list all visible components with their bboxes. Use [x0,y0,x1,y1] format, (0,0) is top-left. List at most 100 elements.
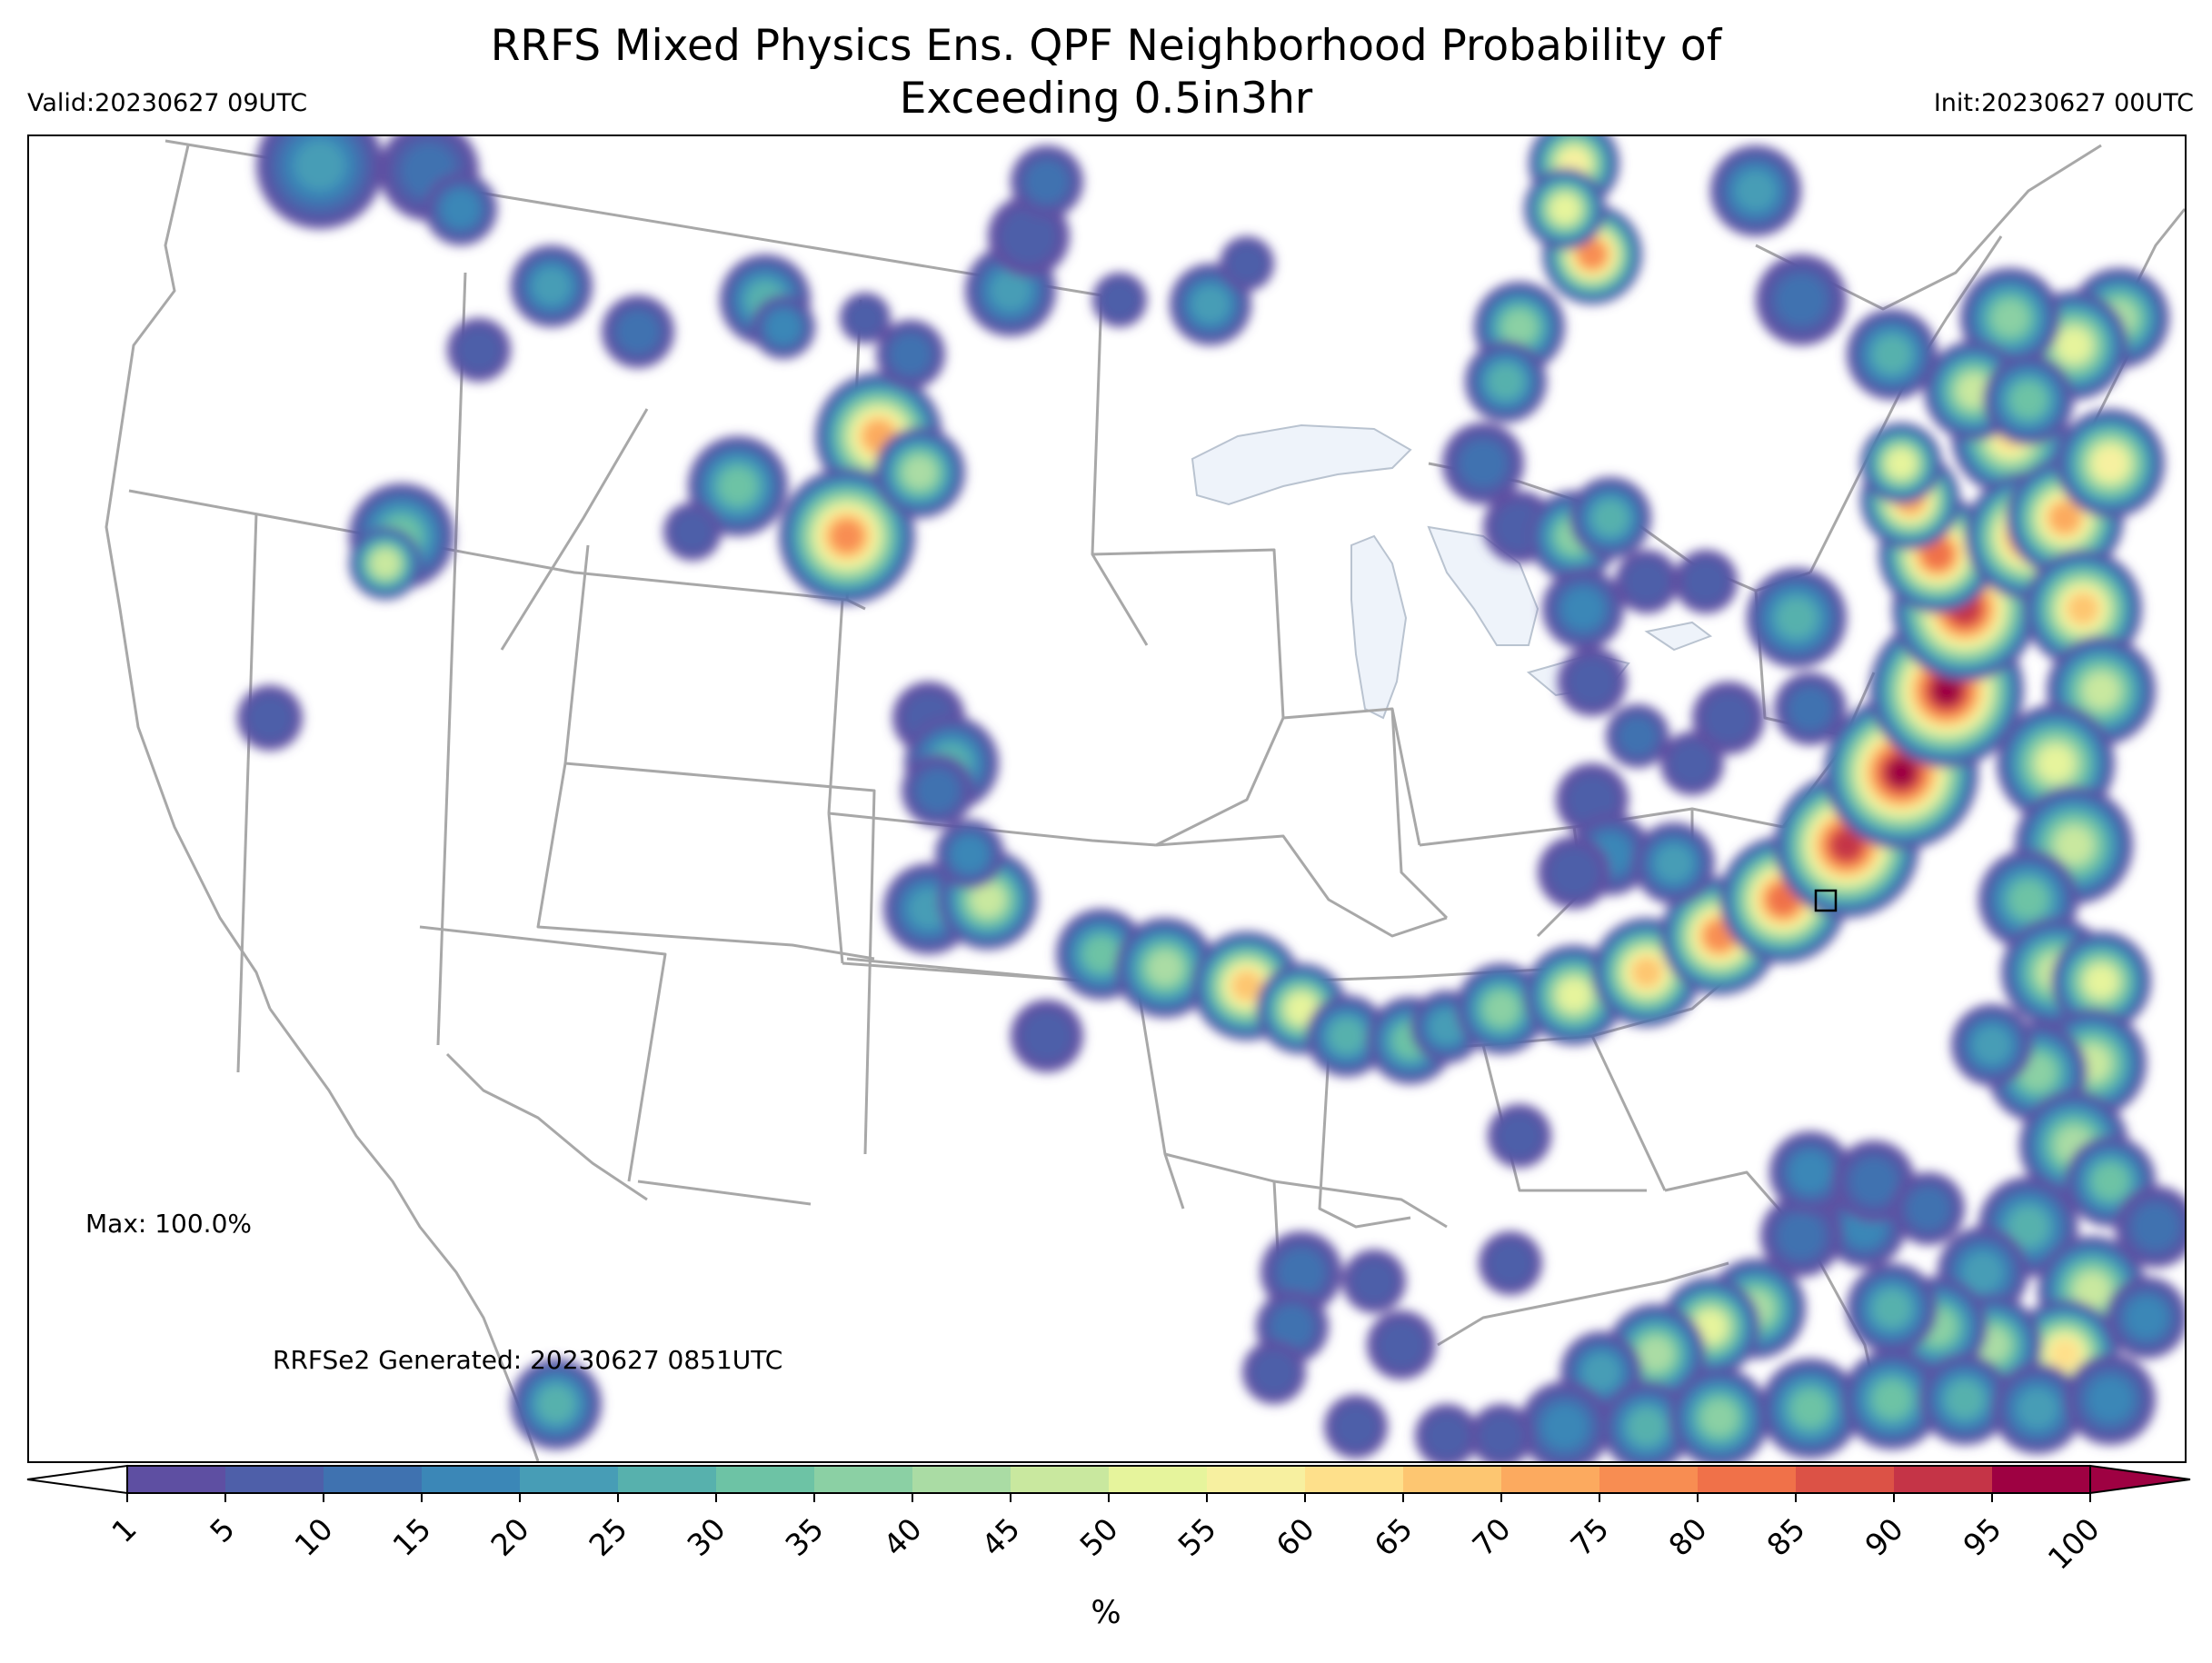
probability-contour [1887,758,1916,787]
colorbar-cell [1207,1466,1306,1493]
colorbar-extend-high [2089,1464,2191,1495]
probability-contour [1351,1259,1397,1304]
probability-contour [1789,688,1831,730]
init-time-label: Init:20230627 00UTC [1933,89,2194,117]
probability-contour [1619,717,1657,755]
probability-contour [1567,774,1618,825]
probability-contour [1568,657,1617,706]
probability-contour [295,141,344,190]
colorbar-cell [1894,1466,1993,1493]
max-value-label: Max: 100.0% [85,1209,252,1239]
probability-contour [671,510,714,553]
probability-contour [2011,882,2046,917]
probability-contour [1430,1010,1464,1044]
probability-contour [2068,594,2097,623]
probability-contour [2050,503,2079,533]
probability-contour [1583,1354,1619,1390]
probability-contour [1851,1159,1897,1204]
probability-contour [2127,1298,2167,1338]
colorbar-cell [1992,1466,2091,1493]
probability-contour [1703,1401,1736,1434]
colorbar-cell [1403,1466,1502,1493]
colorbar-cell [1305,1466,1404,1493]
map-panel: Max: 100.0% RRFSe2 Generated: 20230627 0… [27,134,2187,1463]
probability-contour [1778,599,1816,637]
location-marker [1814,889,1838,912]
probability-contour [1776,274,1827,325]
probability-contour [917,770,959,812]
probability-contour [2012,383,2045,416]
colorbar-cell [1109,1466,1208,1493]
probability-contour [2018,1389,2057,1428]
colorbar-cell [814,1466,913,1493]
probability-contour [1287,994,1316,1023]
probability-contour [2058,829,2090,861]
probability-contour [372,550,399,577]
probability-contour [1908,1188,1949,1230]
probability-contour [1924,541,1951,568]
colorbar-cell [422,1466,521,1493]
probability-contour [1958,375,1989,406]
probability-map [105,136,2185,1461]
probability-contour [1085,938,1118,971]
probability-contour [1790,1152,1830,1192]
probability-contour [2088,1378,2132,1421]
chart-title: RRFS Mixed Physics Ens. QPF Neighborhood… [490,21,1722,124]
probability-contour [972,884,1003,915]
colorbar-extend-low [26,1464,128,1495]
colorbar-cell [520,1466,619,1493]
generated-time-label: RRFSe2 Generated: 20230627 0851UTC [273,1345,783,1375]
probability-contour [1888,450,1915,477]
probability-contour [1579,241,1606,268]
probability-contour [1703,692,1754,743]
probability-contour [1874,1290,1910,1327]
colorbar-cell [1599,1466,1699,1493]
probability-contour [2050,1339,2079,1369]
probability-contour [2094,1165,2127,1198]
probability-contour [1149,951,1181,984]
probability-contour [766,310,801,344]
probability-contour [1559,981,1589,1010]
probability-contour [538,1386,574,1422]
probability-contour [2087,967,2116,996]
colorbar-cell [324,1466,423,1493]
probability-contour [1793,1391,1828,1426]
probability-contour [1330,1019,1364,1053]
probability-contour [1026,161,1068,203]
probability-contour [1503,311,1536,344]
probability-contour [1460,441,1506,486]
probability-contour [832,522,862,551]
probability-field [237,136,2185,1461]
probability-contour [991,272,1030,310]
probability-contour [1549,847,1599,898]
probability-contour [617,311,659,353]
probability-contour [1593,501,1628,535]
probability-contour [1932,676,1961,705]
probability-contour [2009,1208,2048,1246]
probability-contour [1656,845,1692,881]
probability-contour [1333,1404,1379,1449]
probability-contour [721,469,755,503]
probability-contour [1227,244,1267,284]
probability-contour [1424,1413,1470,1459]
probability-contour [2096,449,2125,478]
colorbar-cell [618,1466,717,1493]
probability-contour [1669,741,1715,786]
probability-contour [1479,1413,1524,1459]
probability-contour [846,299,884,337]
probability-contour [1974,1027,2010,1063]
colorbar-cell [127,1466,226,1493]
probability-contour [1964,1253,2002,1291]
probability-contour [456,327,502,373]
probability-contour [1629,1409,1665,1445]
probability-contour [1279,1250,1324,1295]
probability-contour [1497,1113,1542,1159]
colorbar-cell [1796,1466,1895,1493]
probability-contour [1021,1011,1072,1061]
colorbar-unit-label: % [1091,1595,1121,1631]
probability-contour [1683,559,1729,604]
probability-contour [1875,1382,1909,1417]
probability-contour [1251,1349,1297,1395]
probability-contour [1489,364,1523,399]
probability-contour [2133,1204,2178,1250]
